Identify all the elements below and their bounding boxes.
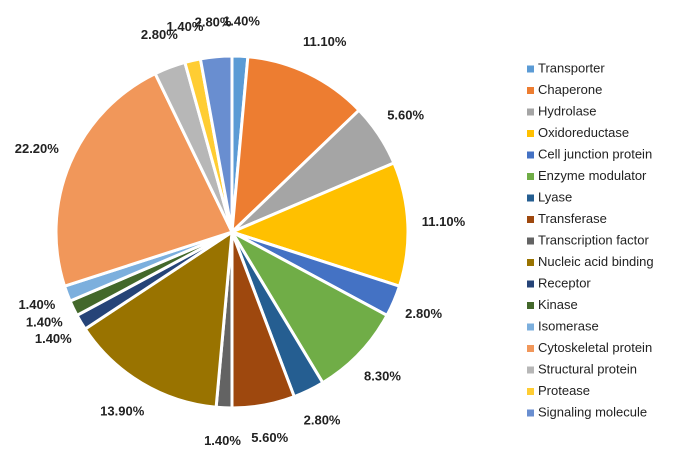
pie-slice	[227, 228, 390, 385]
legend-label: Cytoskeletal protein	[538, 340, 652, 355]
value-label: 1.40%	[18, 297, 55, 312]
legend-label: Transferase	[538, 211, 607, 226]
legend-swatch	[527, 216, 534, 223]
value-label: 2.80%	[195, 14, 232, 29]
value-label: 2.80%	[141, 27, 178, 42]
value-label: 13.90%	[100, 404, 145, 419]
value-label: 1.40%	[223, 14, 260, 29]
pie-slice	[227, 160, 410, 289]
legend-swatch	[527, 388, 534, 395]
value-label: 5.60%	[251, 430, 288, 445]
legend-label: Signaling molecule	[538, 404, 647, 419]
legend-label: Transporter	[538, 60, 605, 75]
legend-swatch	[527, 151, 534, 159]
legend-swatch	[527, 194, 534, 202]
legend-label: Protease	[538, 383, 590, 398]
legend-swatch	[527, 280, 534, 288]
legend-swatch	[527, 409, 534, 417]
value-label: 2.80%	[405, 306, 442, 321]
value-label: 5.60%	[387, 108, 424, 123]
legend-swatch	[527, 366, 534, 374]
legend-swatch	[527, 345, 534, 352]
legend-label: Lyase	[538, 189, 572, 204]
value-label: 11.10%	[422, 214, 466, 229]
legend-label: Chaperone	[538, 82, 602, 97]
pie-slice	[230, 55, 362, 236]
legend-label: Hydrolase	[538, 103, 597, 118]
pie-slice	[54, 71, 235, 289]
value-label: 1.40%	[26, 314, 63, 329]
legend-swatch	[527, 237, 534, 245]
pie-slice	[83, 229, 234, 409]
legend-swatch	[527, 173, 534, 180]
legend-label: Receptor	[538, 275, 591, 290]
legend-label: Kinase	[538, 297, 578, 312]
legend-swatch	[527, 65, 534, 73]
legend-swatch	[527, 130, 534, 137]
value-label: 2.80%	[304, 412, 341, 427]
legend-label: Nucleic acid binding	[538, 254, 654, 269]
legend-label: Structural protein	[538, 361, 637, 376]
legend-swatch	[527, 108, 534, 116]
value-label: 1.40%	[35, 331, 72, 346]
legend-label: Cell junction protein	[538, 146, 652, 161]
legend-label: Oxidoreductase	[538, 125, 629, 140]
legend-label: Isomerase	[538, 318, 599, 333]
legend-label: Enzyme modulator	[538, 168, 647, 183]
pie-slice	[198, 54, 234, 233]
legend-swatch	[527, 87, 534, 94]
legend-swatch	[527, 323, 534, 331]
value-label: 8.30%	[364, 368, 401, 383]
legend-swatch	[527, 259, 534, 266]
legend-label: Transcription factor	[538, 232, 649, 247]
value-label: 22.20%	[15, 141, 60, 156]
value-label: 1.40%	[204, 433, 241, 448]
legend-swatch	[527, 302, 534, 309]
value-label: 11.10%	[303, 34, 347, 49]
value-label: 1.40%	[167, 19, 204, 34]
